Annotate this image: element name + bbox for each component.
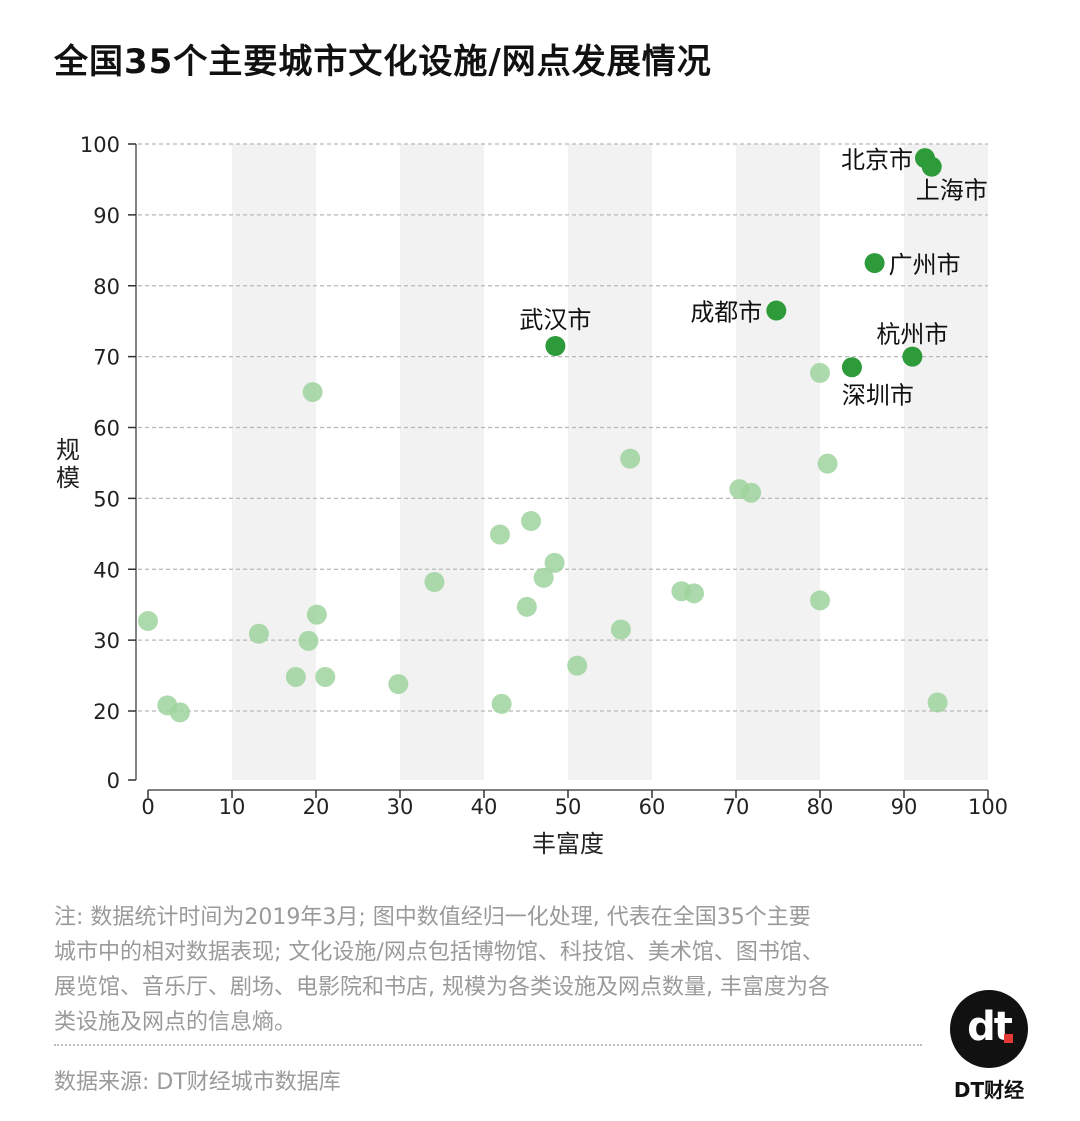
grid-band xyxy=(232,144,316,780)
x-tick-label: 70 xyxy=(723,795,750,819)
data-point xyxy=(248,623,269,644)
data-point xyxy=(298,630,319,651)
chart-title: 全国35个主要城市文化设施/网点发展情况 xyxy=(54,42,712,82)
data-point xyxy=(684,583,704,604)
y-axis-label: 规模 xyxy=(56,436,80,492)
data-point xyxy=(620,448,641,469)
logo-dot xyxy=(1004,1034,1013,1043)
y-tick-label: 20 xyxy=(93,700,120,724)
data-point xyxy=(285,666,306,687)
y-tick-label: 60 xyxy=(93,417,120,441)
data-point xyxy=(516,596,537,617)
point-label: 深圳市 xyxy=(842,381,914,409)
x-tick-label: 50 xyxy=(555,795,582,819)
data-point xyxy=(315,666,336,687)
grid-band xyxy=(904,144,988,780)
data-point-highlight xyxy=(545,335,566,356)
x-tick-label: 20 xyxy=(303,795,330,819)
x-tick-label: 30 xyxy=(387,795,414,819)
x-axis-label: 丰富度 xyxy=(532,830,604,858)
data-point-highlight xyxy=(841,357,862,378)
point-label: 广州市 xyxy=(889,251,961,279)
footnote-line: 展览馆、音乐厅、剧场、电影院和书店, 规模为各类设施及网点数量, 丰富度为各 xyxy=(54,975,830,1000)
data-point xyxy=(810,362,830,383)
dt-logo-icon: dt xyxy=(950,990,1028,1068)
logo-mark: dt xyxy=(967,1004,1013,1050)
data-point xyxy=(302,382,323,403)
x-tick-label: 100 xyxy=(968,795,1008,819)
point-label: 上海市 xyxy=(916,177,988,205)
footnote-line: 注: 数据统计时间为2019年3月; 图中数值经归一化处理, 代表在全国35个主… xyxy=(54,905,811,930)
x-tick-label: 80 xyxy=(807,795,834,819)
logo-caption: DT财经 xyxy=(953,1078,1025,1102)
footnote-line: 城市中的相对数据表现; 文化设施/网点包括博物馆、科技馆、美术馆、图书馆、 xyxy=(54,940,824,965)
y-tick-label: 50 xyxy=(93,487,120,511)
y-tick-label: 80 xyxy=(93,275,120,299)
data-point xyxy=(927,692,948,713)
y-tick-label: 70 xyxy=(93,346,120,370)
data-point xyxy=(610,619,631,640)
scatter-chart: 0 20 30 40 50 60 70 80 90 100 0 10 20 30 40 50 60 70 80 90 1… xyxy=(56,133,1008,858)
data-point xyxy=(169,702,190,723)
data-point xyxy=(489,524,510,545)
footnote-line: 类设施及网点的信息熵。 xyxy=(54,1010,297,1035)
data-point xyxy=(521,511,542,532)
y-tick-label: 30 xyxy=(93,629,120,653)
data-point-highlight xyxy=(864,253,885,274)
data-point xyxy=(544,552,565,573)
footnote: 注: 数据统计时间为2019年3月; 图中数值经归一化处理, 代表在全国35个主… xyxy=(54,900,934,1040)
data-point xyxy=(817,453,838,474)
x-tick-label: 60 xyxy=(639,795,666,819)
data-point xyxy=(138,610,158,631)
data-point xyxy=(424,572,445,593)
data-point xyxy=(567,655,588,676)
y-tick-label: 90 xyxy=(93,204,120,228)
data-point-highlight xyxy=(921,156,942,177)
data-point xyxy=(810,590,830,611)
data-point xyxy=(306,604,327,625)
point-label: 北京市 xyxy=(841,146,913,174)
data-point-highlight xyxy=(902,346,923,367)
x-tick-label: 0 xyxy=(141,795,154,819)
point-label: 成都市 xyxy=(690,299,762,327)
data-source: 数据来源: DT财经城市数据库 xyxy=(54,1070,341,1095)
data-point-highlight xyxy=(766,300,787,321)
y-tick-label: 0 xyxy=(107,769,120,793)
grid-band xyxy=(736,144,820,780)
data-point xyxy=(533,567,554,588)
y-tick-label: 40 xyxy=(93,558,120,582)
point-label: 武汉市 xyxy=(519,306,591,334)
y-tick-label: 100 xyxy=(80,133,120,157)
x-tick-label: 90 xyxy=(891,795,918,819)
x-tick-label: 10 xyxy=(219,795,246,819)
point-label: 杭州市 xyxy=(876,321,948,349)
grid-band xyxy=(400,144,484,780)
data-point xyxy=(491,693,512,714)
divider xyxy=(54,1044,922,1046)
x-tick-label: 40 xyxy=(471,795,498,819)
data-point xyxy=(741,482,762,503)
data-point xyxy=(388,674,409,695)
